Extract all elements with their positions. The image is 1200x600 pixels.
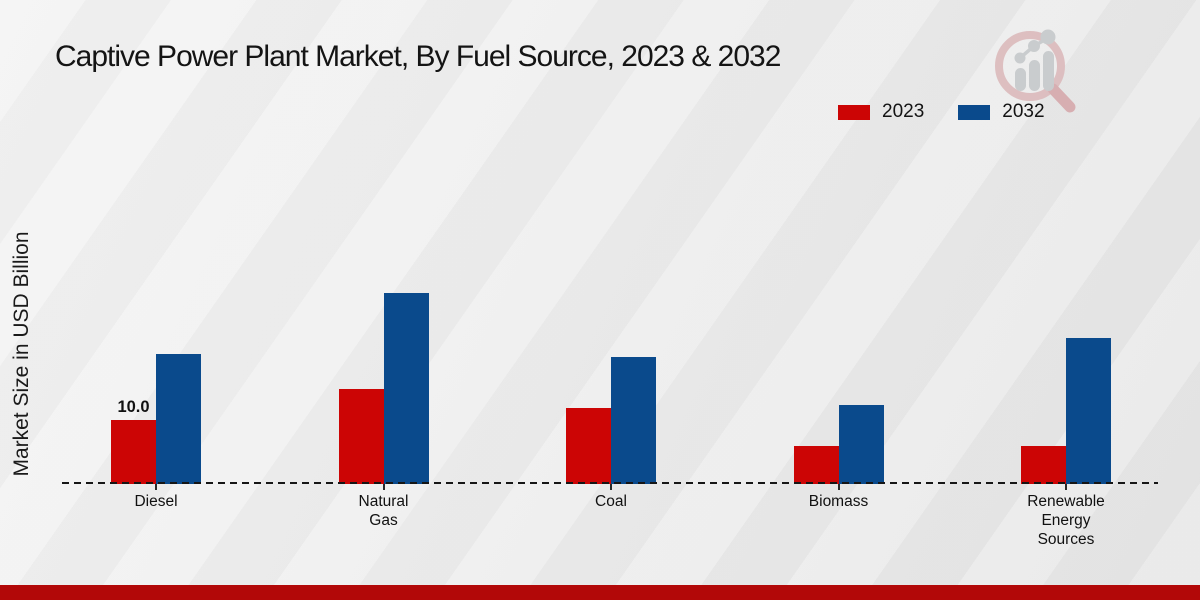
x-axis-dashed-baseline — [62, 482, 1158, 484]
magnifier-growth-logo-icon — [995, 29, 1076, 113]
x-tick-natural — [382, 484, 385, 490]
bar-2023-diesel — [111, 420, 156, 484]
bar-2032-coal — [611, 357, 656, 484]
legend-swatch-2023 — [838, 104, 870, 120]
chart-title: Captive Power Plant Market, By Fuel Sour… — [55, 40, 781, 73]
bar-2023-coal — [566, 408, 611, 484]
bar-2032-biomass — [838, 405, 884, 484]
category-label-renewable: Renewable Energy Sources — [1027, 493, 1105, 548]
category-label-coal: Coal — [595, 493, 627, 510]
legend-item-2023: 2023 — [838, 101, 924, 123]
bar-2032-diesel — [156, 354, 201, 484]
category-label-natural: Natural Gas — [358, 493, 409, 529]
legend-swatch-2032 — [958, 104, 991, 120]
category-label-diesel: Diesel — [134, 493, 178, 510]
x-tick-biomass — [837, 484, 840, 490]
x-tick-diesel — [155, 484, 157, 490]
legend-label-2023: 2023 — [882, 101, 925, 122]
bar-2032-natural — [383, 293, 429, 484]
bar-2023-renewable — [1021, 446, 1066, 484]
bar-2023-natural — [338, 389, 384, 484]
legend-item-2032: 2032 — [958, 101, 1045, 123]
bar-2023-biomass — [793, 446, 839, 484]
bar-value-label: 10.0 — [117, 398, 150, 416]
footer-accent-strip — [0, 585, 1200, 600]
category-label-biomass: Biomass — [808, 493, 869, 510]
x-tick-coal — [610, 484, 612, 490]
x-tick-renewable — [1065, 484, 1067, 490]
legend-label-2032: 2032 — [1002, 101, 1045, 122]
bar-2032-renewable — [1066, 338, 1111, 484]
legend: 2023 2032 — [838, 101, 1045, 123]
